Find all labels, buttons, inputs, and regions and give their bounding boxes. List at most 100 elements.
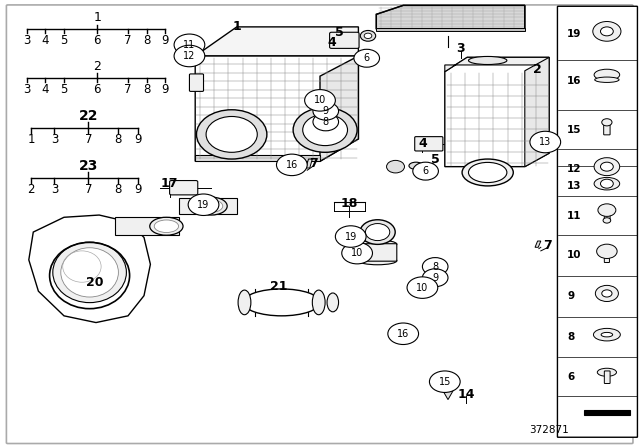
Text: 9: 9 (161, 34, 169, 47)
Text: 9: 9 (134, 133, 142, 146)
FancyBboxPatch shape (359, 244, 397, 261)
Text: 2: 2 (533, 63, 542, 76)
Ellipse shape (360, 220, 396, 245)
Text: 5: 5 (60, 34, 68, 47)
Text: 2: 2 (28, 183, 35, 197)
Circle shape (600, 162, 613, 171)
Text: 9: 9 (161, 83, 169, 96)
Text: 3: 3 (51, 133, 58, 146)
Circle shape (364, 33, 372, 39)
Circle shape (335, 226, 366, 247)
Text: 18: 18 (340, 197, 358, 211)
Circle shape (603, 218, 611, 223)
Circle shape (188, 194, 219, 215)
Polygon shape (525, 57, 549, 167)
Text: 6: 6 (567, 372, 574, 382)
Text: 12: 12 (183, 51, 196, 61)
Circle shape (388, 323, 419, 345)
Text: 7: 7 (124, 83, 132, 96)
Circle shape (313, 113, 339, 131)
FancyBboxPatch shape (330, 32, 359, 48)
Ellipse shape (358, 257, 397, 265)
Ellipse shape (594, 177, 620, 190)
Circle shape (600, 27, 613, 36)
Ellipse shape (360, 54, 378, 62)
Ellipse shape (312, 290, 325, 314)
Ellipse shape (594, 69, 620, 80)
Text: 9: 9 (134, 183, 142, 197)
Polygon shape (376, 28, 525, 31)
Text: 6: 6 (93, 83, 101, 96)
Circle shape (303, 114, 348, 146)
Text: 10: 10 (567, 250, 582, 260)
Text: 10: 10 (416, 283, 429, 293)
Circle shape (360, 30, 376, 41)
Text: 15: 15 (438, 377, 451, 387)
Circle shape (598, 204, 616, 216)
Text: 7: 7 (124, 34, 132, 47)
Circle shape (174, 34, 205, 56)
Polygon shape (195, 27, 358, 56)
Ellipse shape (200, 200, 223, 212)
Polygon shape (195, 56, 358, 161)
Text: 6: 6 (93, 34, 101, 47)
Text: 2: 2 (93, 60, 101, 73)
Polygon shape (29, 215, 150, 323)
Text: 16: 16 (567, 76, 582, 86)
Text: 19: 19 (344, 232, 357, 241)
Text: 13: 13 (567, 181, 582, 191)
Polygon shape (179, 198, 237, 214)
Polygon shape (115, 217, 179, 235)
Circle shape (422, 258, 448, 276)
Circle shape (422, 269, 448, 287)
Circle shape (602, 290, 612, 297)
Polygon shape (320, 56, 358, 161)
Ellipse shape (468, 56, 507, 65)
Ellipse shape (358, 240, 397, 248)
Text: 4: 4 (42, 83, 49, 96)
Text: 6: 6 (364, 53, 370, 63)
Text: 19: 19 (567, 29, 581, 39)
Ellipse shape (53, 242, 127, 303)
Text: 13: 13 (539, 137, 552, 147)
Circle shape (429, 371, 460, 392)
Circle shape (196, 110, 267, 159)
Text: 10: 10 (351, 248, 364, 258)
FancyBboxPatch shape (415, 137, 443, 151)
Text: 5: 5 (60, 83, 68, 96)
Text: 17: 17 (161, 177, 179, 190)
FancyBboxPatch shape (604, 250, 609, 263)
Ellipse shape (597, 368, 616, 376)
Text: 11: 11 (567, 211, 582, 221)
Text: 5: 5 (335, 26, 344, 39)
Ellipse shape (61, 248, 118, 297)
Text: 3: 3 (51, 183, 58, 197)
Ellipse shape (150, 217, 183, 235)
Text: 4: 4 (418, 137, 427, 150)
Ellipse shape (409, 162, 423, 169)
Circle shape (293, 108, 357, 152)
Circle shape (206, 116, 257, 152)
Polygon shape (445, 57, 549, 167)
Text: 8: 8 (143, 83, 150, 96)
Ellipse shape (211, 122, 253, 147)
Circle shape (413, 162, 438, 180)
Text: 20: 20 (86, 276, 104, 289)
Text: 372871: 372871 (529, 425, 569, 435)
Ellipse shape (243, 289, 320, 316)
Ellipse shape (154, 220, 179, 233)
Text: 16: 16 (285, 160, 298, 170)
Polygon shape (443, 391, 453, 400)
Circle shape (600, 179, 613, 188)
Text: 19: 19 (197, 200, 210, 210)
Text: 4: 4 (42, 34, 49, 47)
Text: 1: 1 (232, 20, 241, 34)
Circle shape (174, 45, 205, 67)
Circle shape (354, 49, 380, 67)
Text: 8: 8 (432, 262, 438, 271)
Text: 7: 7 (84, 133, 92, 146)
Circle shape (342, 242, 372, 264)
Circle shape (276, 154, 307, 176)
Circle shape (305, 90, 335, 111)
Circle shape (596, 244, 617, 258)
